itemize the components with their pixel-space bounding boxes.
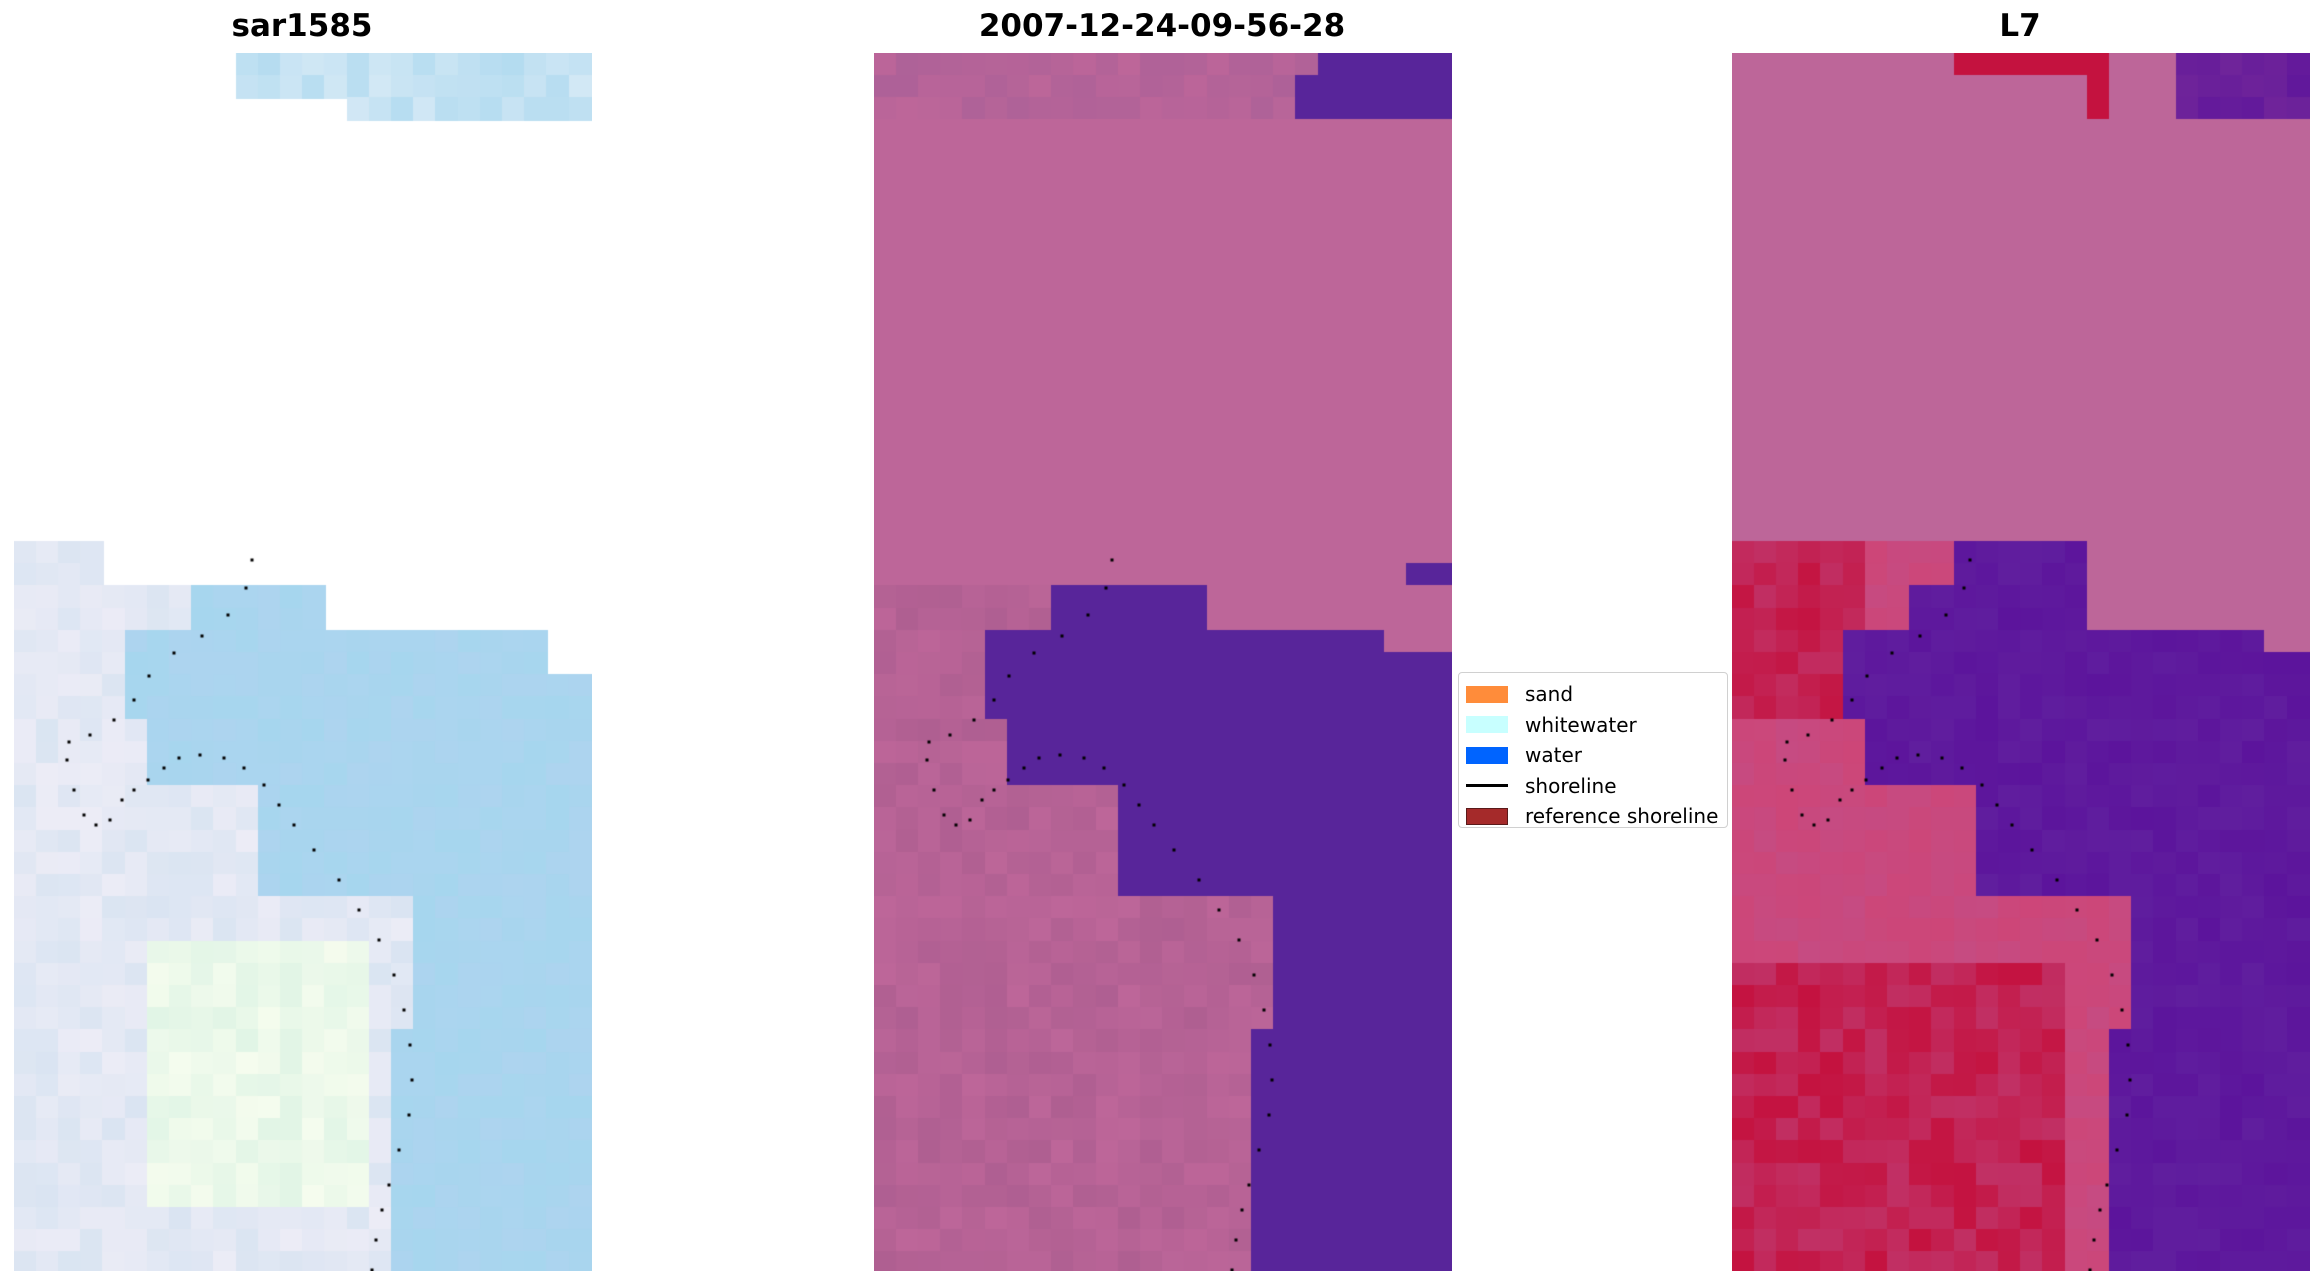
whitewater-swatch	[1466, 716, 1508, 734]
legend-label-sand: sand	[1525, 682, 1574, 707]
panel-title-classified: 2007-12-24-09-56-28	[978, 8, 1346, 44]
classified-image-panel	[874, 53, 1452, 1271]
legend: sand whitewater water shoreline referenc…	[1458, 672, 1728, 828]
legend-label-shoreline: shoreline	[1525, 773, 1617, 798]
legend-label-reference-shoreline: reference shoreline	[1525, 804, 1719, 829]
legend-label-whitewater: whitewater	[1525, 712, 1637, 737]
water-swatch	[1466, 746, 1508, 764]
legend-label-water: water	[1525, 743, 1582, 768]
panel-title-rgb: sar1585	[231, 8, 373, 44]
legend-item-shoreline: shoreline	[1459, 771, 1727, 802]
legend-item-whitewater: whitewater	[1459, 710, 1727, 741]
index-image-panel	[1732, 53, 2310, 1271]
legend-item-reference-shoreline: reference shoreline	[1459, 801, 1727, 832]
shoreline-line-symbol	[1466, 784, 1508, 788]
reference-shoreline-swatch	[1466, 807, 1508, 825]
panel-title-index: L7	[1999, 8, 2041, 44]
legend-item-sand: sand	[1459, 679, 1727, 710]
legend-item-water: water	[1459, 740, 1727, 771]
rgb-image-panel	[14, 53, 592, 1271]
sand-swatch	[1466, 685, 1508, 703]
